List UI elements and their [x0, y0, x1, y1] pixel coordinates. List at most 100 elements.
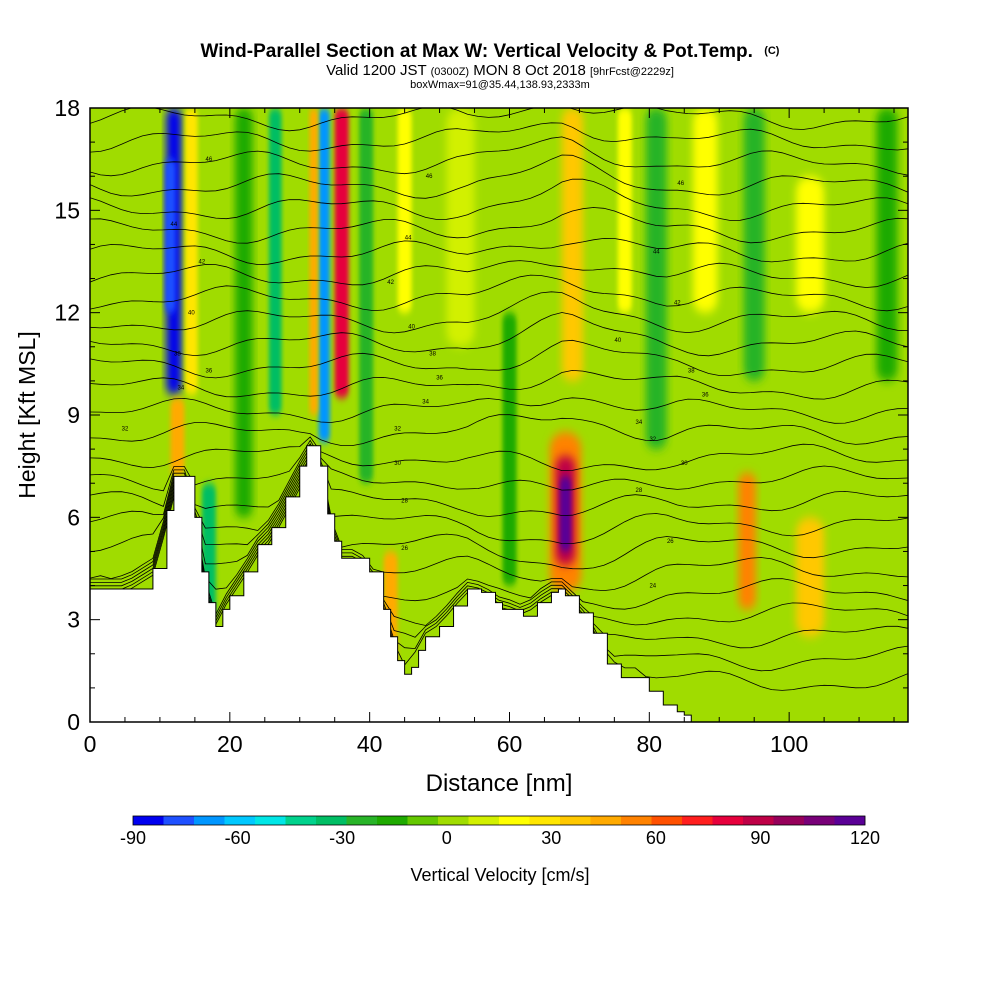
isentrope-line-3: [90, 459, 908, 626]
w-feature-25: [796, 176, 825, 313]
terrain-mask: [90, 445, 908, 722]
colorbar-swatch-13: [529, 816, 561, 825]
isentrope-line-25: [90, 108, 908, 132]
colorbar-tick-0: 0: [442, 828, 452, 848]
colorbar-tick-120: 120: [850, 828, 880, 848]
isentrope-line-20: [90, 207, 908, 244]
y-tick-label-18: 18: [54, 95, 80, 121]
isentrope-label-7: 42: [387, 280, 394, 286]
w-feature-18: [561, 108, 583, 381]
x-axis-ticks: 0 20 40 60 80 100: [84, 108, 895, 757]
isentrope-line-4: [90, 456, 908, 610]
isentrope-label-5: 44: [653, 249, 660, 255]
isentrope-label-16: 36: [436, 375, 443, 381]
x-tick-label-0: 0: [84, 731, 97, 757]
colorbar-tick--60: -60: [225, 828, 251, 848]
colorbar-swatch-3: [224, 816, 256, 825]
isentrope-line-14: [90, 339, 908, 379]
isentrope-label-19: 34: [422, 399, 429, 405]
w-feature-23: [743, 108, 765, 381]
isentrope-line-18: [90, 260, 908, 288]
y-tick-label-15: 15: [54, 197, 80, 223]
w-feature-9: [309, 108, 318, 415]
colorbar-tick-30: 30: [541, 828, 561, 848]
isentrope-label-8: 42: [674, 300, 681, 306]
isentrope-label-11: 40: [615, 338, 622, 344]
isentrope-line-6: [90, 449, 908, 570]
colorbar-frame: [132, 815, 866, 826]
isentrope-line-8: [90, 443, 908, 517]
isentrope-label-4: 44: [405, 236, 412, 242]
x-axis-label: Distance [nm]: [426, 770, 573, 797]
colorbar: -90 -60 -30 0 30 60 90 120: [120, 815, 880, 848]
w-feature-17: [559, 476, 572, 552]
isentrope-line-9: [90, 439, 908, 492]
isentrope-label-28: 26: [401, 546, 408, 552]
isentrope-label-20: 34: [635, 420, 642, 426]
subtitle-utc: (0300Z): [431, 66, 470, 78]
isentrope-line-5: [90, 453, 908, 592]
colorbar-swatch-4: [255, 816, 286, 825]
w-feature-2: [185, 108, 198, 395]
colorbar-swatch-6: [316, 816, 347, 825]
isentrope-line-13: [90, 369, 908, 400]
isentrope-line-21: [90, 178, 908, 221]
chart-box-info: boxWmax=91@35.44,138.93,2333m: [410, 79, 590, 91]
isentrope-label-22: 32: [394, 427, 401, 433]
colorbar-swatch-20: [743, 816, 774, 825]
isentrope-label-23: 32: [649, 437, 656, 443]
isentrope-label-25: 30: [681, 461, 688, 467]
isentrope-label-18: 34: [178, 386, 185, 392]
w-feature-21: [693, 108, 718, 313]
isentrope-label-24: 30: [394, 461, 401, 467]
colorbar-tick-90: 90: [750, 828, 770, 848]
isentrope-label-21: 32: [122, 427, 129, 433]
y-tick-label-0: 0: [67, 709, 80, 735]
x-tick-label-100: 100: [770, 731, 808, 757]
isentrope-label-0: 46: [206, 157, 213, 163]
y-tick-label-12: 12: [54, 300, 80, 326]
w-feature-3: [170, 397, 185, 477]
subtitle-valid: Valid 1200 JST: [326, 62, 426, 79]
colorbar-swatch-5: [285, 816, 317, 825]
isentrope-line-24: [90, 122, 908, 153]
w-feature-1: [165, 159, 176, 313]
x-tick-label-40: 40: [357, 731, 383, 757]
y-axis-ticks: 0 36 9 12 15 18: [54, 95, 908, 735]
w-feature-22: [738, 472, 756, 610]
colorbar-swatch-23: [834, 816, 866, 825]
colorbar-swatch-22: [804, 816, 835, 825]
y-tick-label-9: 9: [67, 402, 80, 428]
colorbar-tick--90: -90: [120, 828, 146, 848]
colorbar-tick-60: 60: [646, 828, 666, 848]
isentrope-label-13: 38: [429, 352, 436, 358]
colorbar-swatch-9: [407, 816, 439, 825]
chart-title-mark: (C): [764, 45, 780, 57]
isentrope-line-12: [90, 397, 908, 424]
colorbar-swatch-15: [590, 816, 622, 825]
w-feature-19: [617, 108, 632, 313]
colorbar-label: Vertical Velocity [cm/s]: [410, 865, 589, 885]
w-feature-8: [334, 108, 349, 398]
w-feature-20: [645, 108, 667, 450]
colorbar-swatch-19: [712, 816, 744, 825]
chart-title-text: Wind-Parallel Section at Max W: Vertical…: [201, 41, 753, 62]
x-tick-label-80: 80: [637, 731, 663, 757]
plot-area: 46 46 46 44 44 44 42 42 42 40 40 40 38 38 38 36 36 36 34 34…: [90, 108, 908, 722]
x-tick-label-60: 60: [497, 731, 523, 757]
isentrope-line-7: [90, 446, 908, 545]
colorbar-swatch-0: [133, 816, 164, 825]
isentrope-label-1: 46: [426, 174, 433, 180]
isentrope-label-14: 38: [688, 369, 695, 375]
colorbar-swatch-2: [194, 816, 225, 825]
isentrope-label-12: 38: [174, 352, 181, 358]
colorbar-swatch-11: [468, 816, 500, 825]
isentrope-label-17: 36: [702, 393, 709, 399]
subtitle-forecast: [9hrFcst@2229z]: [590, 66, 674, 78]
w-feature-5: [235, 108, 253, 518]
isentrope-label-10: 40: [408, 324, 415, 330]
isentrope-label-30: 24: [649, 584, 656, 590]
w-feature-12: [397, 108, 412, 313]
y-tick-label-6: 6: [67, 504, 80, 530]
